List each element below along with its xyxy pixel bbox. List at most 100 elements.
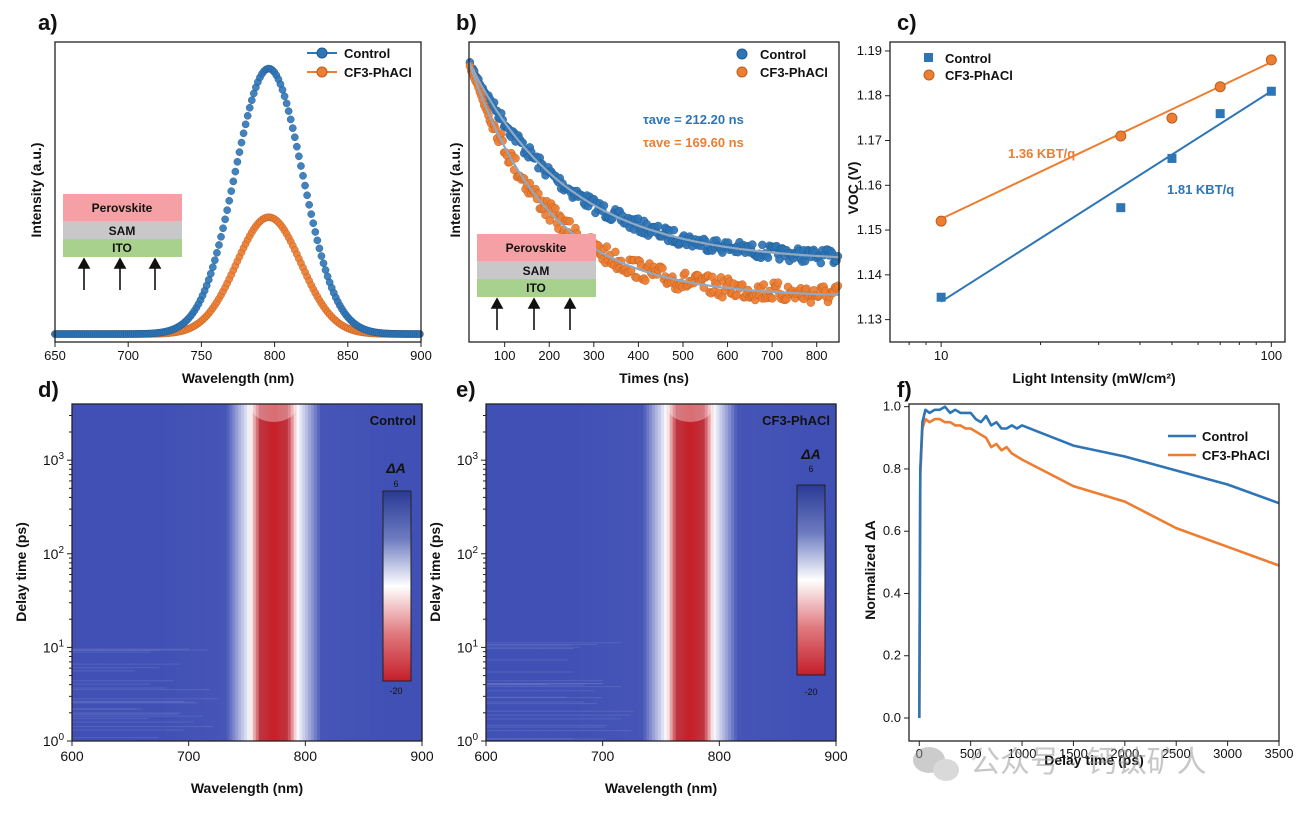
heatmap-cell (258, 404, 263, 741)
heatmap-cell (693, 404, 697, 741)
panel-e-colorbar: ΔA 6 -20 (796, 446, 826, 697)
heatmap-cell (72, 404, 76, 741)
data-point-control (223, 206, 232, 215)
data-point-cf3 (565, 217, 574, 226)
legend-marker-control (736, 48, 748, 60)
x-tick-label: 600 (60, 748, 84, 764)
heatmap-cell (497, 404, 502, 741)
light-arrowhead-icon (527, 297, 541, 309)
heatmap-cell (771, 404, 776, 741)
heatmap-cell (634, 404, 639, 741)
layer-perovskite-label: Perovskite (92, 201, 153, 215)
y-tick-label: 100 (43, 732, 65, 749)
heatmap-cell (672, 404, 677, 741)
heatmap-cell (282, 404, 286, 741)
data-point-control (311, 228, 320, 236)
data-point-control (206, 269, 215, 278)
heatmap-cell (372, 404, 376, 741)
y-tick-label: 0.0 (883, 710, 901, 725)
heatmap-cell (602, 404, 607, 741)
heatmap-cell (223, 404, 228, 741)
data-point-control (816, 258, 826, 268)
heatmap-cell (579, 404, 583, 741)
heatmap-cell (249, 404, 254, 741)
panel-b-x-ticks: 100 200 300 400 500 600 700 800 (494, 342, 828, 363)
x-tick-label: 800 (708, 748, 732, 764)
layer-sam-label: SAM (109, 224, 136, 238)
y-tick-exponent: 3 (472, 451, 478, 462)
heatmap-cell (684, 404, 688, 741)
heatmap-cell (115, 404, 120, 741)
x-tick-label: 100 (1260, 348, 1282, 363)
heatmap-cap (251, 394, 296, 422)
layer-ito-label: ITO (526, 281, 546, 295)
heatmap-cell (261, 404, 266, 741)
x-tick-label: 400 (628, 348, 650, 363)
heatmap-cell (209, 404, 213, 741)
light-arrowhead-icon (490, 297, 504, 309)
data-point-control (295, 152, 303, 161)
data-point-control (1116, 203, 1126, 213)
heatmap-cell (678, 404, 683, 741)
heatmap-cell (617, 404, 621, 741)
data-point-cf3 (833, 281, 843, 291)
panel-c-plot (935, 54, 1277, 303)
heatmap-cell (561, 404, 566, 741)
heatmap-cell (666, 404, 671, 741)
heatmap-cell (757, 404, 761, 741)
wechat-icon (913, 747, 959, 781)
panel-f-label: f) (897, 377, 912, 402)
heatmap-cell (226, 404, 231, 741)
heatmap-cell (698, 404, 703, 741)
panel-e-heatmap (486, 394, 837, 741)
series-line-control (918, 405, 1280, 719)
panel-f-xlabel: Delay time (ps) (1044, 752, 1144, 768)
panel-f-plot (918, 405, 1280, 719)
heatmap-cell (526, 404, 531, 741)
data-point-control (763, 253, 773, 262)
heatmap-cell (153, 404, 158, 741)
y-tick-label: 102 (43, 545, 65, 562)
heatmap-cell (789, 404, 793, 741)
panel-b-plot (465, 58, 843, 307)
heatmap-cell (331, 404, 336, 741)
x-tick-label: 600 (717, 348, 739, 363)
heatmap-cell (369, 404, 374, 741)
heatmap-cell (150, 404, 155, 741)
data-point-control (313, 236, 322, 245)
x-tick-label: 900 (824, 748, 848, 764)
legend-label-cf3: CF3-PhACl (1202, 448, 1270, 463)
heatmap-cell (104, 404, 108, 741)
x-tick-label: 900 (410, 348, 432, 363)
data-point-control (284, 107, 293, 115)
heatmap-cell (701, 404, 706, 741)
x-tick-label: 200 (538, 348, 560, 363)
data-point-control (245, 103, 254, 112)
heatmap-cell (130, 404, 134, 741)
x-tick-label: 700 (177, 748, 201, 764)
heatmap-cell (375, 404, 379, 741)
legend-label-cf3: CF3-PhACl (760, 65, 828, 80)
heatmap-cell (363, 404, 368, 741)
heatmap-cell (86, 404, 91, 741)
heatmap-cell (165, 404, 169, 741)
fit-line-control (940, 90, 1272, 303)
x-tick-label: 700 (591, 748, 615, 764)
heatmap-cell (109, 404, 114, 741)
heatmap-cell (229, 404, 234, 741)
heatmap-cell (515, 404, 519, 741)
panel-c-label: c) (897, 10, 917, 35)
heatmap-cell (284, 404, 289, 741)
tau-control-annotation: τave = 212.20 ns (643, 112, 744, 127)
heatmap-cell (147, 404, 152, 741)
legend-label-control: Control (760, 47, 806, 62)
legend-label-control: Control (344, 46, 390, 61)
heatmap-cell (317, 404, 321, 741)
heatmap-cell (774, 404, 779, 741)
heatmap-cell (203, 404, 207, 741)
heatmap-cell (728, 404, 732, 741)
y-tick-exponent: 0 (58, 732, 64, 743)
data-point-control (1266, 86, 1276, 96)
layer-perovskite (63, 194, 182, 221)
